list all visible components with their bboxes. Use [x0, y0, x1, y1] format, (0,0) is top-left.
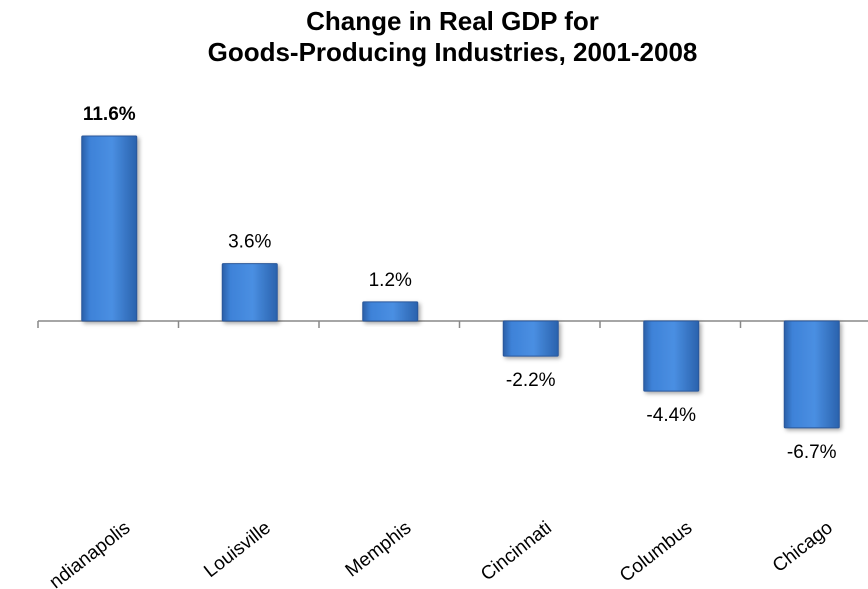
bar-columbus: [643, 320, 700, 392]
chart-title-line-1: Change in Real GDP for: [306, 6, 599, 36]
data-label-columbus: -4.4%: [646, 405, 696, 426]
data-label-memphis: 1.2%: [369, 270, 412, 291]
bar-memphis: [362, 301, 419, 322]
bar-cincinnati: [502, 320, 559, 357]
data-label-chicago: -6.7%: [787, 442, 837, 463]
category-label-memphis: Memphis: [342, 517, 416, 581]
bar-louisville: [221, 263, 278, 322]
category-label-cincinnati: Cincinnati: [477, 517, 556, 585]
category-label-indianapolis: ndianapolis: [46, 517, 135, 589]
category-label-chicago: Chicago: [769, 517, 837, 576]
chart-title-line-2: Goods-Producing Industries, 2001-2008: [207, 37, 698, 67]
category-label-louisville: Louisville: [200, 517, 275, 582]
bar-chicago: [783, 320, 840, 429]
data-label-cincinnati: -2.2%: [506, 370, 556, 391]
category-label-columbus: Columbus: [616, 517, 696, 586]
data-label-indianapolis: 11.6%: [83, 104, 136, 125]
bar-indianapolis: [81, 135, 138, 322]
data-label-louisville: 3.6%: [228, 232, 271, 253]
chart-title: Change in Real GDP for Goods-Producing I…: [0, 6, 868, 68]
